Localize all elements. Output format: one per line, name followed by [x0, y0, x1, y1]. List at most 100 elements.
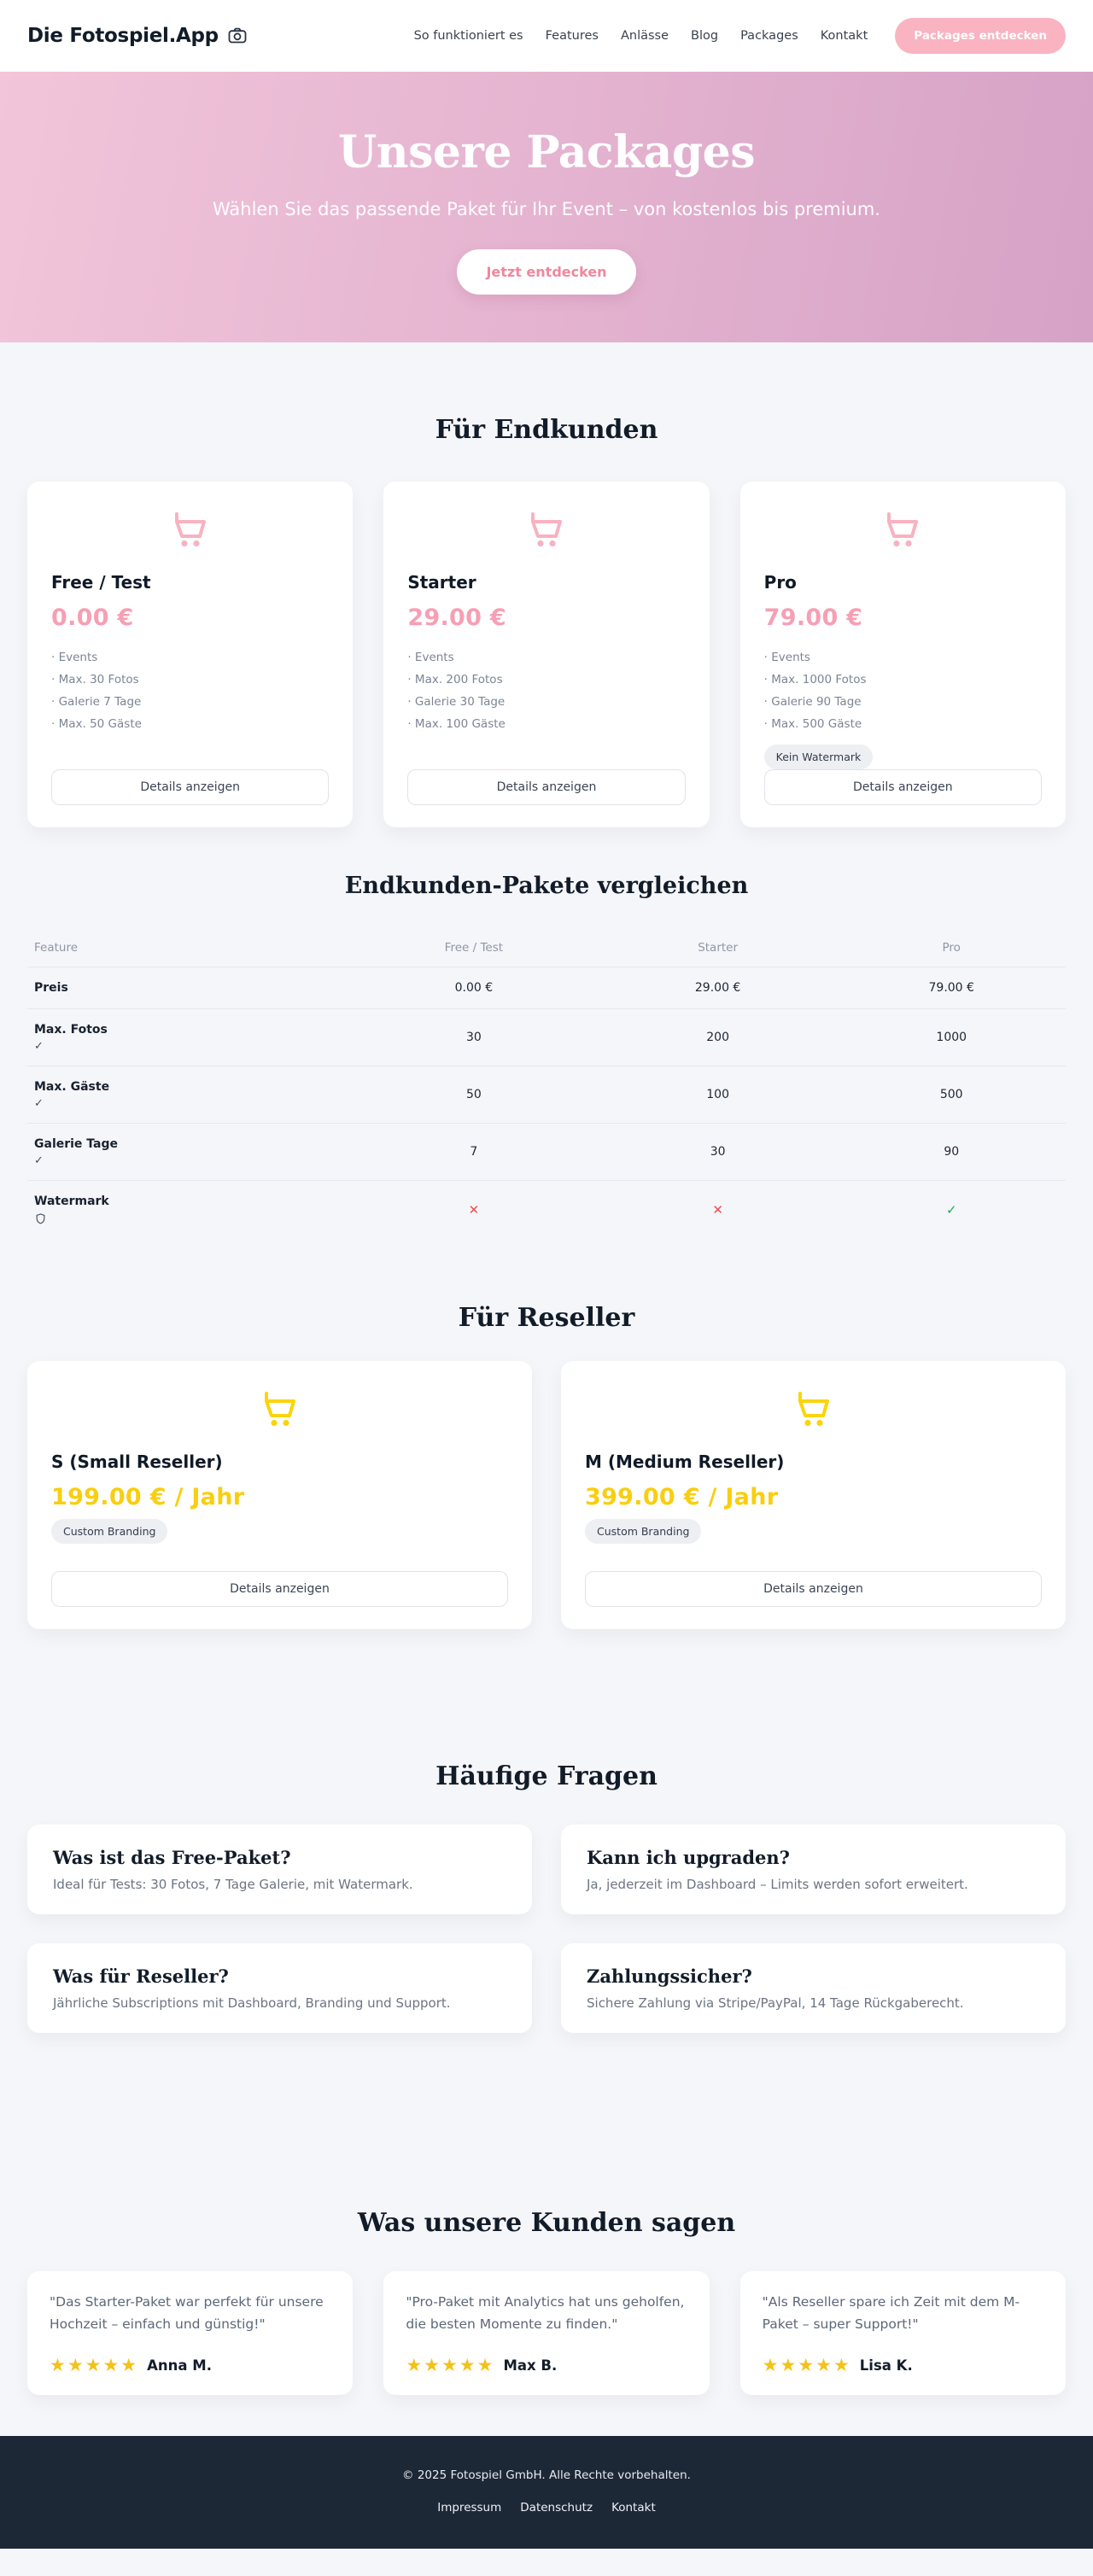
package-name: S (Small Reseller)	[51, 1452, 223, 1473]
reseller-section: Für Reseller S (Small Reseller) 199.00 €…	[0, 1239, 1093, 1630]
feature-item: Max. 500 Gäste	[764, 713, 1042, 735]
feature-list: Events Max. 30 Fotos Galerie 7 Tage Max.…	[51, 646, 329, 736]
custom-branding-badge: Custom Branding	[585, 1519, 702, 1545]
details-anzeigen-button[interactable]: Details anzeigen	[51, 1571, 508, 1608]
faq-card: Zahlungssicher? Sichere Zahlung via Stri…	[561, 1943, 1066, 2034]
testimonial-quote: "Pro-Paket mit Analytics hat uns geholfe…	[406, 2294, 685, 2333]
packages-entdecken-button[interactable]: Packages entdecken	[895, 18, 1066, 54]
faq-answer: Ja, jederzeit im Dashboard – Limits werd…	[587, 1877, 968, 1893]
customer-name: Max B.	[503, 2357, 558, 2374]
package-name: Starter	[407, 571, 476, 593]
table-row-max-gaeste: Max. Gäste ✓ 50 100 500	[27, 1066, 1066, 1124]
package-card-s-small-reseller: S (Small Reseller) 199.00 € / Jahr Custo…	[27, 1361, 532, 1630]
testimonial-quote: "Das Starter-Paket war perfekt für unser…	[50, 2294, 324, 2333]
package-card-m-medium-reseller: M (Medium Reseller) 399.00 € / Jahr Cust…	[561, 1361, 1066, 1630]
star-rating-icons: ★★★★★	[50, 2355, 139, 2376]
feature-item: Galerie 30 Tage	[407, 691, 685, 713]
package-price: 399.00 € / Jahr	[585, 1484, 779, 1511]
nav-link-features[interactable]: Features	[545, 29, 599, 43]
details-anzeigen-button[interactable]: Details anzeigen	[51, 768, 330, 805]
footer: © 2025 Fotospiel GmbH. Alle Rechte vorbe…	[0, 2436, 1093, 2550]
cart-icon	[260, 1390, 301, 1431]
camera-icon	[227, 26, 248, 46]
cross-icon: ✕	[468, 1202, 480, 1218]
cell-value: 79.00 €	[837, 967, 1066, 1009]
feature-item: Max. 200 Fotos	[407, 669, 685, 691]
cart-icon	[526, 511, 567, 552]
shield-icon	[34, 1212, 342, 1225]
nav-link-blog[interactable]: Blog	[691, 29, 719, 43]
footer-link-kontakt[interactable]: Kontakt	[611, 2501, 656, 2515]
testimonials-heading: Was unsere Kunden sagen	[357, 2208, 736, 2239]
package-name: Free / Test	[51, 571, 151, 593]
custom-branding-badge: Custom Branding	[51, 1519, 168, 1545]
comparison-table: Feature Free / Test Starter Pro Preis 0.…	[27, 929, 1066, 1240]
brand-logo[interactable]: Die Fotospiel.App	[27, 25, 248, 47]
customer-name: Lisa K.	[859, 2357, 913, 2374]
check-icon: ✓	[945, 1202, 957, 1218]
details-anzeigen-button[interactable]: Details anzeigen	[763, 768, 1042, 805]
star-rating-icons: ★★★★★	[762, 2355, 851, 2376]
endkunden-section: Für Endkunden Free / Test 0.00 € Events …	[0, 342, 1093, 846]
vergleich-section: Endkunden-Pakete vergleichen Feature Fre…	[0, 846, 1093, 1240]
details-anzeigen-button[interactable]: Details anzeigen	[585, 1571, 1042, 1608]
faq-question: Was ist das Free-Paket?	[53, 1847, 291, 1869]
check-icon: ✓	[34, 1040, 44, 1054]
main-nav: So funktioniert es Features Anlässe Blog…	[414, 18, 1066, 54]
feature-item: Max. 1000 Fotos	[764, 669, 1042, 691]
hero-section: Unsere Packages Wählen Sie das passende …	[0, 72, 1093, 342]
cell-value: 90	[837, 1123, 1066, 1181]
table-header-row: Feature Free / Test Starter Pro	[27, 929, 1066, 967]
endkunden-heading: Für Endkunden	[435, 414, 658, 445]
cell-value: 30	[598, 1123, 838, 1181]
nav-link-so-funktioniert-es[interactable]: So funktioniert es	[413, 29, 523, 43]
faq-answer: Ideal für Tests: 30 Fotos, 7 Tage Galeri…	[53, 1877, 413, 1893]
package-price: 79.00 €	[763, 604, 863, 631]
feature-item: Events	[51, 646, 329, 669]
table-row-galerie-tage: Galerie Tage ✓ 7 30 90	[27, 1123, 1066, 1181]
footer-link-impressum[interactable]: Impressum	[437, 2501, 502, 2515]
package-price: 0.00 €	[51, 604, 134, 631]
footer-nav: Impressum Datenschutz Kontakt	[0, 2501, 1093, 2515]
check-icon: ✓	[34, 1097, 44, 1111]
testimonial-card: "Als Reseller spare ich Zeit mit dem M-P…	[739, 2271, 1066, 2396]
faq-question: Was für Reseller?	[53, 1966, 229, 1988]
cell-value: 500	[837, 1066, 1066, 1124]
check-icon: ✓	[34, 1154, 44, 1168]
cart-icon	[882, 511, 923, 552]
feature-item: Galerie 7 Tage	[51, 691, 329, 713]
testimonial-card: "Das Starter-Paket war perfekt für unser…	[27, 2271, 354, 2396]
nav-link-packages[interactable]: Packages	[740, 29, 798, 43]
feature-item: Galerie 90 Tage	[764, 691, 1042, 713]
details-anzeigen-button[interactable]: Details anzeigen	[407, 768, 686, 805]
kein-watermark-badge: Kein Watermark	[763, 744, 874, 769]
cell-value: 0.00 €	[348, 967, 599, 1009]
faq-card: Was für Reseller? Jährliche Subscription…	[27, 1943, 532, 2034]
brand-name: Die Fotospiel.App	[27, 25, 219, 47]
faq-answer: Jährliche Subscriptions mit Dashboard, B…	[53, 1995, 451, 2012]
column-header-starter: Starter	[698, 941, 739, 955]
header: Die Fotospiel.App So funktioniert es Fea…	[0, 0, 1093, 72]
faq-heading: Häufige Fragen	[435, 1761, 658, 1792]
footer-link-datenschutz[interactable]: Datenschutz	[520, 2501, 593, 2515]
nav-link-anlaesse[interactable]: Anlässe	[620, 29, 669, 43]
package-price: 29.00 €	[407, 604, 507, 631]
row-label: Preis	[34, 981, 68, 996]
faq-answer: Sichere Zahlung via Stripe/PayPal, 14 Ta…	[587, 1995, 964, 2012]
package-card-free-test: Free / Test 0.00 € Events Max. 30 Fotos …	[27, 481, 354, 827]
package-name: Pro	[763, 571, 797, 593]
feature-item: Events	[764, 646, 1042, 669]
feature-item: Events	[407, 646, 685, 669]
copyright-text: © 2025 Fotospiel GmbH. Alle Rechte vorbe…	[402, 2468, 691, 2483]
table-row-watermark: Watermark ✕ ✕ ✓	[27, 1180, 1066, 1240]
faq-card: Was ist das Free-Paket? Ideal für Tests:…	[27, 1825, 532, 1915]
package-card-starter: Starter 29.00 € Events Max. 200 Fotos Ga…	[383, 481, 710, 827]
cell-value: 200	[598, 1008, 838, 1066]
row-label: Max. Gäste	[34, 1080, 110, 1095]
jetzt-entdecken-button[interactable]: Jetzt entdecken	[457, 248, 636, 295]
hero-subtitle: Wählen Sie das passende Paket für Ihr Ev…	[213, 199, 880, 219]
reseller-heading: Für Reseller	[458, 1303, 635, 1334]
cell-value: 30	[348, 1008, 599, 1066]
row-label: Galerie Tage	[34, 1137, 119, 1152]
nav-link-kontakt[interactable]: Kontakt	[820, 29, 868, 43]
